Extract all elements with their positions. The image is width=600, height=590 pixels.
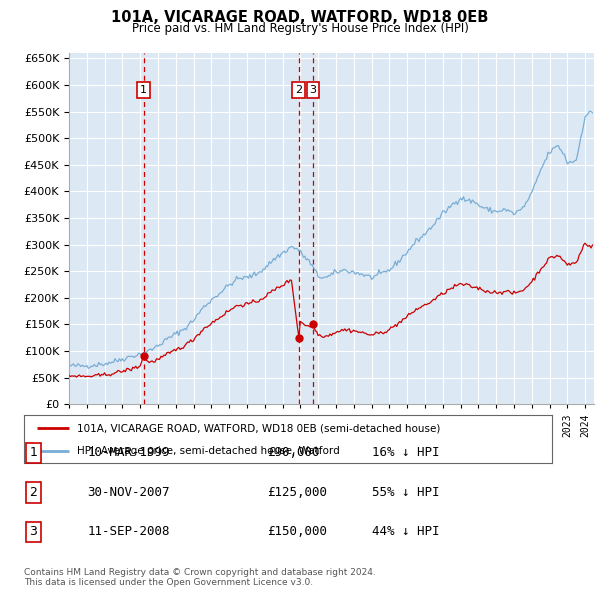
Text: 3: 3 [310, 85, 316, 95]
Text: 101A, VICARAGE ROAD, WATFORD, WD18 0EB (semi-detached house): 101A, VICARAGE ROAD, WATFORD, WD18 0EB (… [77, 423, 440, 433]
Text: 55% ↓ HPI: 55% ↓ HPI [373, 486, 440, 499]
Text: 16% ↓ HPI: 16% ↓ HPI [373, 446, 440, 460]
Text: Price paid vs. HM Land Registry's House Price Index (HPI): Price paid vs. HM Land Registry's House … [131, 22, 469, 35]
Text: 10-MAR-1999: 10-MAR-1999 [88, 446, 170, 460]
Text: 1: 1 [29, 446, 37, 460]
Text: £90,000: £90,000 [267, 446, 319, 460]
Text: 1: 1 [140, 85, 147, 95]
Text: 44% ↓ HPI: 44% ↓ HPI [373, 525, 440, 539]
Text: 101A, VICARAGE ROAD, WATFORD, WD18 0EB: 101A, VICARAGE ROAD, WATFORD, WD18 0EB [112, 10, 488, 25]
Text: 2: 2 [29, 486, 37, 499]
Text: £125,000: £125,000 [267, 486, 327, 499]
Text: Contains HM Land Registry data © Crown copyright and database right 2024.
This d: Contains HM Land Registry data © Crown c… [24, 568, 376, 587]
Text: £150,000: £150,000 [267, 525, 327, 539]
Text: 3: 3 [29, 525, 37, 539]
Text: HPI: Average price, semi-detached house, Watford: HPI: Average price, semi-detached house,… [77, 446, 340, 456]
Text: 11-SEP-2008: 11-SEP-2008 [88, 525, 170, 539]
Text: 2: 2 [295, 85, 302, 95]
Text: 30-NOV-2007: 30-NOV-2007 [88, 486, 170, 499]
